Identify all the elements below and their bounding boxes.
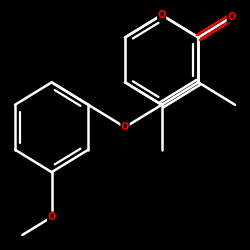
- Text: O: O: [227, 12, 235, 22]
- Text: O: O: [121, 122, 129, 132]
- Text: O: O: [48, 212, 56, 222]
- Text: O: O: [158, 10, 166, 20]
